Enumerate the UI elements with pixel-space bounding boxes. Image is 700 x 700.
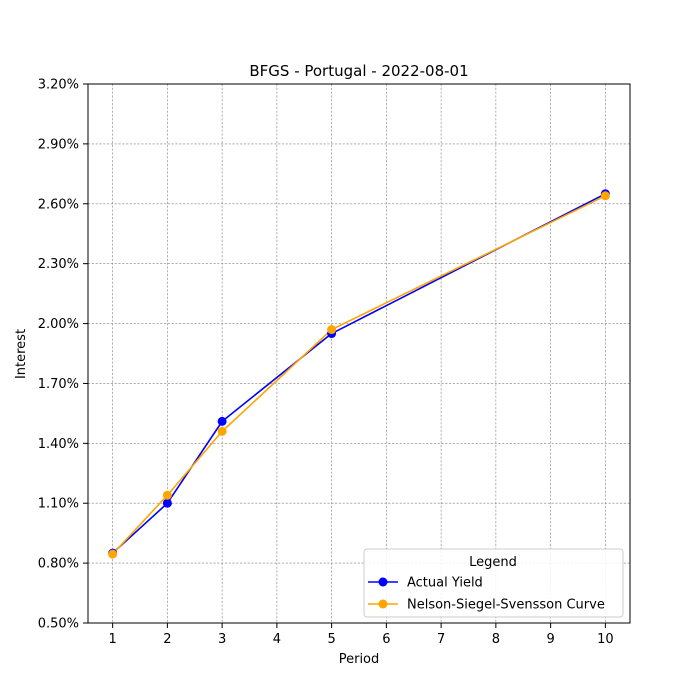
plot-frame bbox=[87, 83, 631, 624]
y-tick-label: 2.00% bbox=[38, 317, 79, 332]
x-axis-label: Period bbox=[339, 652, 380, 667]
series-1-point bbox=[108, 549, 118, 559]
x-tick-label: 5 bbox=[327, 632, 335, 647]
legend: Legend Actual Yield Nelson-Siegel-Svensso… bbox=[363, 548, 624, 618]
legend-entries: Actual Yield Nelson-Siegel-Svensson Curve bbox=[368, 576, 605, 613]
series-0-point bbox=[217, 416, 227, 426]
y-tick-label: 1.40% bbox=[38, 437, 79, 452]
x-tick-label: 1 bbox=[108, 632, 116, 647]
series-1-point bbox=[327, 325, 337, 335]
x-tick-label: 7 bbox=[437, 632, 445, 647]
legend-title: Legend bbox=[469, 555, 517, 570]
x-tick-label: 4 bbox=[273, 632, 281, 647]
y-tick-label: 1.10% bbox=[38, 497, 79, 512]
x-tick-label: 9 bbox=[546, 632, 554, 647]
x-axis-ticks: 1 2 3 4 5 6 7 8 9 10 bbox=[108, 623, 614, 647]
x-tick-label: 10 bbox=[597, 632, 614, 647]
series-1-point bbox=[600, 191, 610, 201]
y-tick-label: 2.60% bbox=[38, 197, 79, 212]
legend-label-1: Nelson-Siegel-Svensson Curve bbox=[407, 598, 605, 613]
y-axis-ticks: 0.50% 0.80% 1.10% 1.40% 1.70% 2.00% 2.30% 2.60%… bbox=[38, 78, 88, 632]
y-axis-label: Interest bbox=[14, 329, 29, 379]
x-tick-label: 6 bbox=[382, 632, 390, 647]
y-tick-label: 2.30% bbox=[38, 257, 79, 272]
legend-label-0: Actual Yield bbox=[407, 576, 483, 591]
chart-title: BFGS - Portugal - 2022-08-01 bbox=[249, 62, 468, 80]
series-0-point bbox=[162, 498, 172, 508]
legend-marker-0 bbox=[378, 577, 388, 587]
series-points bbox=[108, 189, 610, 559]
x-tick-label: 3 bbox=[218, 632, 226, 647]
y-tick-label: 0.50% bbox=[38, 617, 79, 632]
legend-box bbox=[363, 548, 624, 618]
x-tick-label: 8 bbox=[492, 632, 500, 647]
legend-marker-1 bbox=[378, 599, 388, 609]
y-tick-label: 2.90% bbox=[38, 137, 79, 152]
y-tick-label: 1.70% bbox=[38, 377, 79, 392]
y-tick-label: 0.80% bbox=[38, 557, 79, 572]
series-1-point bbox=[162, 490, 172, 500]
y-tick-label: 3.20% bbox=[38, 78, 79, 93]
x-tick-label: 2 bbox=[163, 632, 171, 647]
series-1-point bbox=[217, 426, 227, 436]
